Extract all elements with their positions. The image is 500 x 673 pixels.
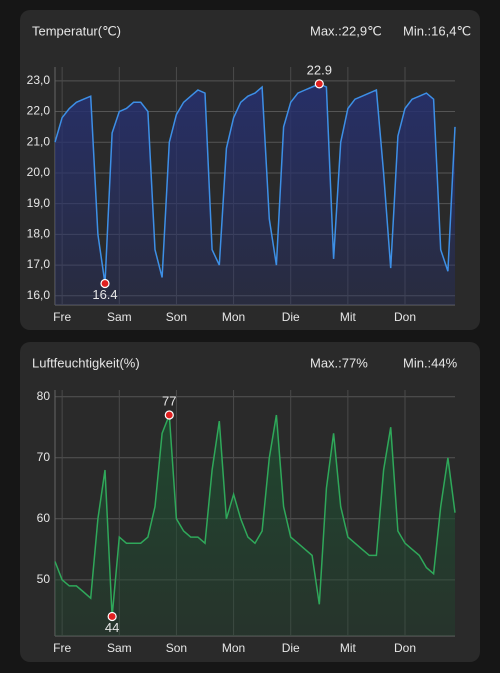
x-tick-label: Mon — [222, 310, 245, 324]
y-tick-label: 17,0 — [27, 257, 51, 271]
value-label: 22.9 — [307, 62, 332, 77]
value-label: 77 — [162, 393, 176, 408]
max-label: Max.:22,9℃ — [310, 23, 382, 38]
y-tick-label: 60 — [37, 511, 51, 525]
x-tick-label: Fre — [53, 310, 71, 324]
x-tick-label: Mit — [340, 641, 357, 655]
min-label: Min.:44% — [403, 355, 458, 370]
value-label: 44 — [105, 620, 119, 635]
y-tick-label: 20,0 — [27, 165, 51, 179]
x-tick-label: Mon — [222, 641, 245, 655]
chart-title: Temperatur(℃) — [32, 23, 121, 38]
y-tick-label: 21,0 — [27, 134, 51, 148]
point-marker — [100, 278, 110, 289]
point-marker — [314, 79, 324, 89]
y-tick-label: 70 — [37, 450, 51, 464]
min-label: Min.:16,4℃ — [403, 23, 471, 38]
x-tick-label: Don — [394, 641, 416, 655]
area — [55, 415, 455, 636]
x-tick-label: Sam — [107, 641, 132, 655]
y-tick-label: 19,0 — [27, 196, 51, 210]
x-tick-label: Son — [166, 641, 187, 655]
point-marker — [164, 410, 174, 420]
x-tick-label: Die — [282, 310, 300, 324]
x-tick-label: Die — [282, 641, 300, 655]
line — [54, 83, 456, 284]
x-tick-label: Don — [394, 310, 416, 324]
line — [54, 414, 456, 617]
y-tick-label: 18,0 — [27, 227, 51, 241]
point-marker — [107, 611, 117, 622]
max-label: Max.:77% — [310, 355, 368, 370]
y-tick-label: 23,0 — [27, 73, 51, 87]
y-tick-label: 50 — [37, 572, 51, 586]
y-tick-label: 22,0 — [27, 104, 51, 118]
x-tick-label: Fre — [53, 641, 71, 655]
chart-title: Luftfeuchtigkeit(%) — [32, 355, 140, 370]
value-label: 16.4 — [92, 287, 117, 302]
y-tick-label: 80 — [37, 389, 51, 403]
x-tick-label: Son — [166, 310, 187, 324]
y-tick-label: 16,0 — [27, 288, 51, 302]
x-tick-label: Mit — [340, 310, 357, 324]
x-tick-label: Sam — [107, 310, 132, 324]
